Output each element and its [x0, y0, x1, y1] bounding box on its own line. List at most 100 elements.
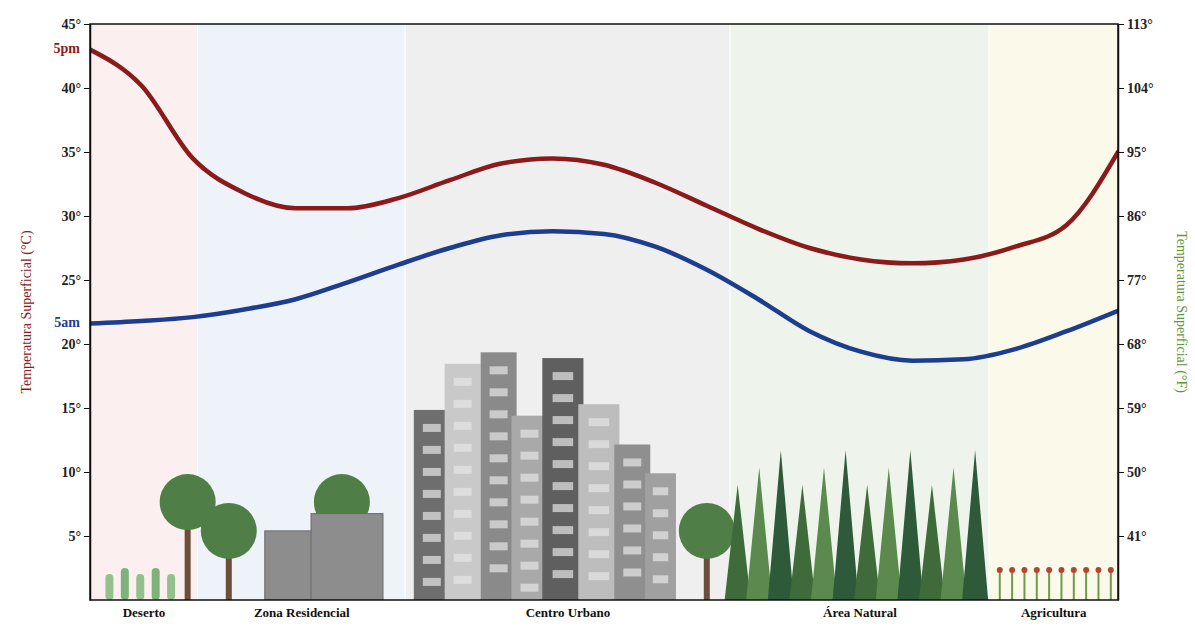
tick-label: 68°	[1127, 337, 1147, 352]
decoration	[454, 554, 472, 562]
decoration	[121, 568, 129, 600]
region-label: Deserto	[123, 605, 166, 620]
decoration	[454, 576, 472, 584]
decoration	[1058, 567, 1064, 573]
decoration	[553, 504, 574, 512]
decoration	[746, 468, 772, 600]
decoration	[1083, 567, 1089, 573]
tick-mark	[1118, 216, 1124, 217]
decoration	[1048, 570, 1050, 600]
tick: 45°	[61, 17, 90, 32]
decoration	[454, 466, 472, 474]
axis-line	[90, 25, 92, 601]
tick: 113°	[1118, 17, 1153, 32]
decoration	[311, 514, 383, 600]
decoration	[105, 574, 113, 600]
decoration	[1097, 570, 1099, 600]
decoration	[811, 468, 837, 600]
decoration	[1036, 570, 1038, 600]
decoration	[490, 410, 508, 418]
decoration	[623, 524, 641, 532]
decoration	[876, 468, 902, 600]
decoration	[490, 542, 508, 550]
decoration	[1060, 570, 1062, 600]
decoration	[553, 482, 574, 490]
series-label: 5am	[54, 315, 80, 330]
y-axis-title: Temperatura Superficial (°C)	[19, 230, 35, 394]
decoration	[1034, 567, 1040, 573]
decoration	[423, 490, 441, 498]
tick-label: 30°	[61, 209, 81, 224]
region-label: Agricultura	[1021, 605, 1087, 620]
decoration	[1085, 570, 1087, 600]
lines	[90, 50, 1118, 361]
decoration	[490, 520, 508, 528]
region-band	[730, 24, 989, 600]
decoration	[490, 366, 508, 374]
decoration	[553, 438, 574, 446]
decoration	[423, 578, 441, 586]
decoration	[553, 460, 574, 468]
decoration	[997, 567, 1003, 573]
decoration	[589, 506, 610, 514]
decoration	[653, 487, 668, 495]
region-label: Zona Residencial	[254, 605, 350, 620]
decoration	[623, 458, 641, 466]
region-band	[406, 24, 731, 600]
tick: 68°	[1118, 337, 1147, 352]
tick-label: 77°	[1127, 273, 1147, 288]
tick-label: 113°	[1127, 17, 1153, 32]
decoration	[553, 526, 574, 534]
y-axis: 5°10°15°20°25°30°35°40°45°	[61, 17, 90, 601]
decoration	[725, 485, 751, 600]
decoration	[768, 450, 794, 600]
tick: 40°	[61, 81, 90, 96]
decoration	[623, 480, 641, 488]
decoration	[423, 424, 441, 432]
decoration	[1095, 567, 1101, 573]
decoration	[520, 474, 538, 482]
decoration	[589, 484, 610, 492]
decoration	[1011, 570, 1013, 600]
tick-mark	[84, 280, 90, 281]
tick-mark	[84, 472, 90, 473]
decoration	[578, 404, 619, 600]
decoration	[553, 372, 574, 380]
decoration	[553, 394, 574, 402]
tick: 35°	[61, 145, 90, 160]
illustration	[105, 352, 1113, 600]
decoration	[1108, 567, 1114, 573]
tick-label: 50°	[1127, 465, 1147, 480]
decoration	[623, 568, 641, 576]
decoration	[454, 488, 472, 496]
decoration	[511, 416, 547, 600]
decoration	[520, 518, 538, 526]
decoration	[490, 498, 508, 506]
region-band	[990, 24, 1119, 600]
decoration	[1046, 567, 1052, 573]
decoration	[423, 534, 441, 542]
tick-label: 95°	[1127, 145, 1147, 160]
region-label: Centro Urbano	[526, 605, 611, 620]
decoration	[423, 468, 441, 476]
tick-label: 41°	[1127, 529, 1147, 544]
tick-mark	[1118, 472, 1124, 473]
decoration	[520, 496, 538, 504]
tick-label: 15°	[61, 401, 81, 416]
tick-mark	[84, 24, 90, 25]
decoration	[136, 574, 144, 600]
decoration	[653, 531, 668, 539]
tick: 20°	[61, 337, 90, 352]
decoration	[454, 510, 472, 518]
decoration	[589, 418, 610, 426]
tick-label: 25°	[61, 273, 81, 288]
decoration	[623, 502, 641, 510]
tick: 104°	[1118, 81, 1154, 96]
decoration	[962, 450, 988, 600]
tick: 77°	[1118, 273, 1147, 288]
decoration	[589, 550, 610, 558]
tick-label: 86°	[1127, 209, 1147, 224]
tick-label: 40°	[61, 81, 81, 96]
tick-mark	[84, 408, 90, 409]
decoration	[520, 452, 538, 460]
